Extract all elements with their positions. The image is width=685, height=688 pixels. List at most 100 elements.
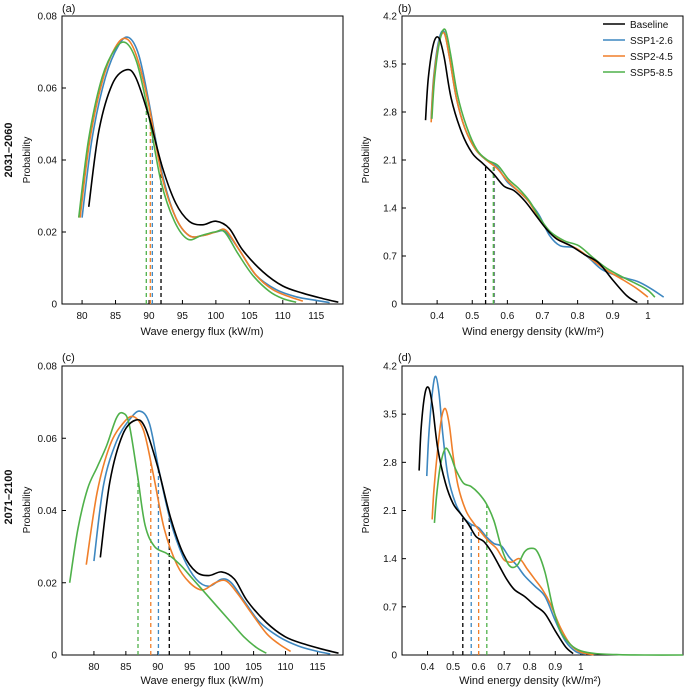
x-tick-label: 0.6 — [472, 662, 486, 673]
legend-label-ssp245: SSP2-4.5 — [630, 52, 673, 63]
y-axis-label: Probability — [361, 487, 372, 534]
panel-a: (a) Wave energy flux (kW/m) Probability … — [22, 3, 344, 338]
x-axis-label: Wind energy density (kW/m²) — [462, 326, 604, 338]
marks: 80 85 90 95 100 105 110 115 0 0.02 0.04 0.06 0.08 — [38, 12, 339, 322]
x-axis-label: Wind energy density (kW/m²) — [459, 675, 601, 687]
axes-frame — [61, 15, 344, 305]
x-tick-label: 0.5 — [446, 662, 460, 673]
panel-c: (c) Wave energy flux (kW/m) Probability … — [22, 352, 344, 687]
panel-d: (d) Wind energy density (kW/m²) Probabil… — [361, 352, 684, 687]
series-line-ssp126 — [81, 36, 330, 304]
y-tick-label: 0.06 — [38, 434, 58, 445]
series-line-ssp585 — [433, 447, 684, 656]
x-tick-label: 105 — [241, 311, 258, 322]
x-tick-label: 0.7 — [497, 662, 511, 673]
series-line-baseline — [424, 36, 638, 304]
marks: 0.4 0.5 0.6 0.7 0.8 0.9 1 0 0.7 1.4 2.1 2.8 3.5 4.2 — [383, 362, 684, 673]
y-tick-label: 0.04 — [38, 156, 58, 167]
y-tick-label: 0.04 — [38, 506, 58, 517]
y-tick-label: 0.7 — [383, 602, 397, 613]
y-tick-label: 0.06 — [38, 84, 58, 95]
x-tick-label: 105 — [245, 662, 262, 673]
y-tick-label: 3.5 — [383, 60, 397, 71]
x-tick-label: 90 — [143, 311, 155, 322]
x-tick-label: 115 — [309, 662, 325, 673]
series-line-ssp585 — [68, 411, 267, 654]
y-axis-label: Probability — [361, 137, 372, 184]
x-tick-label: 90 — [152, 662, 164, 673]
y-tick-label: 0.08 — [38, 12, 58, 23]
panel-label: (c) — [62, 352, 75, 364]
x-tick-label: 100 — [213, 662, 230, 673]
x-tick-label: 85 — [110, 311, 122, 322]
x-axis-label: Wave energy flux (kW/m) — [140, 326, 263, 338]
series-line-ssp245 — [430, 31, 649, 298]
x-tick-label: 0.8 — [523, 662, 537, 673]
series-line-ssp245 — [431, 407, 594, 656]
legend: Baseline SSP1-2.6 SSP2-4.5 SSP5-8.5 — [603, 20, 673, 79]
marks: 80 85 90 95 100 105 110 115 0 0.02 0.04 0.06 0.08 — [38, 362, 339, 673]
panel-label: (b) — [398, 3, 411, 15]
series-line-ssp245 — [85, 415, 292, 653]
legend-label-ssp585: SSP5-8.5 — [630, 68, 673, 79]
x-tick-label: 115 — [308, 311, 324, 322]
series-line-baseline — [99, 418, 339, 654]
row-label-top: 2031–2060 — [3, 122, 15, 177]
axes-frame — [61, 365, 344, 656]
panel-label: (a) — [62, 3, 75, 15]
y-tick-label: 2.1 — [383, 506, 397, 517]
y-tick-label: 4.2 — [383, 362, 397, 373]
panel-b: (b) Wind energy density (kW/m²) Probabil… — [361, 3, 684, 338]
legend-label-baseline: Baseline — [630, 20, 669, 31]
legend-label-ssp126: SSP1-2.6 — [630, 36, 673, 47]
series-line-ssp585 — [77, 41, 297, 303]
y-tick-label: 0 — [51, 651, 57, 662]
y-tick-label: 0.02 — [38, 578, 58, 589]
y-tick-label: 3.5 — [383, 410, 397, 421]
x-tick-label: 100 — [208, 311, 225, 322]
y-axis-label: Probability — [22, 487, 33, 534]
x-tick-label: 0.6 — [500, 311, 514, 322]
x-tick-label: 85 — [120, 662, 132, 673]
x-tick-label: 95 — [184, 662, 196, 673]
x-tick-label: 1 — [578, 662, 584, 673]
y-tick-label: 1.4 — [383, 204, 397, 215]
y-tick-label: 0.02 — [38, 228, 58, 239]
series-line-ssp126 — [425, 375, 587, 656]
series-line-baseline — [418, 386, 574, 655]
y-tick-label: 2.1 — [383, 156, 397, 167]
x-tick-label: 0.9 — [606, 311, 620, 322]
y-tick-label: 2.8 — [383, 458, 397, 469]
x-tick-label: 0.8 — [571, 311, 585, 322]
series-line-ssp245 — [79, 37, 304, 302]
x-tick-label: 0.5 — [465, 311, 479, 322]
x-tick-label: 95 — [177, 311, 189, 322]
x-tick-label: 0.9 — [548, 662, 562, 673]
y-tick-label: 0 — [51, 300, 57, 311]
series-line-baseline — [87, 68, 339, 303]
x-tick-label: 0.4 — [430, 311, 444, 322]
y-tick-label: 0.7 — [383, 252, 397, 263]
series-line-ssp126 — [430, 29, 665, 298]
x-tick-label: 110 — [275, 311, 291, 322]
y-axis-label: Probability — [22, 137, 33, 184]
y-tick-label: 4.2 — [383, 12, 397, 23]
series-line-ssp585 — [431, 28, 656, 298]
y-tick-label: 1.4 — [383, 554, 397, 565]
x-tick-label: 80 — [88, 662, 100, 673]
row-label-bottom: 2071–2100 — [3, 469, 15, 524]
series-line-ssp126 — [93, 410, 331, 655]
x-tick-label: 110 — [278, 662, 294, 673]
marks: 0.4 0.5 0.6 0.7 0.8 0.9 1 0 0.7 1.4 2.1 2.8 3.5 4.2 — [383, 12, 665, 322]
y-tick-label: 0.08 — [38, 362, 58, 373]
x-tick-label: 0.4 — [421, 662, 435, 673]
x-tick-label: 1 — [645, 311, 651, 322]
y-tick-label: 0 — [391, 651, 397, 662]
x-tick-label: 80 — [77, 311, 89, 322]
y-tick-label: 2.8 — [383, 108, 397, 119]
panel-label: (d) — [398, 352, 411, 364]
y-tick-label: 0 — [391, 300, 397, 311]
x-tick-label: 0.7 — [536, 311, 550, 322]
x-axis-label: Wave energy flux (kW/m) — [140, 675, 263, 687]
